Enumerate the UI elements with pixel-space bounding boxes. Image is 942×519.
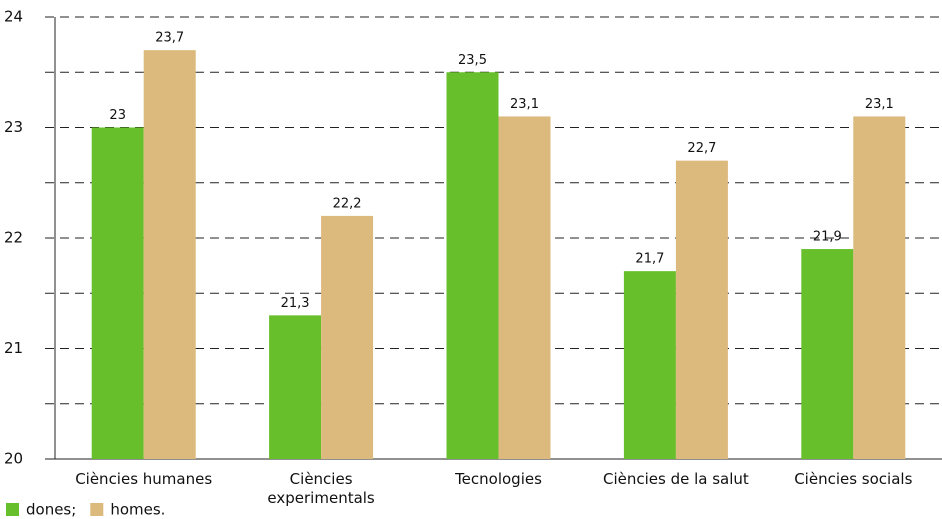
bar — [143, 50, 196, 460]
value-label: 21,9 — [813, 230, 842, 245]
value-label: 23,5 — [458, 53, 487, 68]
value-label: 22,2 — [333, 196, 362, 211]
bar — [801, 249, 854, 459]
value-label: 22,7 — [687, 141, 716, 156]
value-label: 21,7 — [635, 252, 664, 267]
bar — [446, 72, 499, 459]
x-tick-label: Ciències humanes — [75, 470, 213, 488]
value-label: 23,7 — [155, 31, 184, 46]
bar — [853, 116, 906, 459]
value-label: 23,1 — [865, 97, 894, 112]
y-tick-label: 22 — [4, 229, 23, 247]
bar — [623, 271, 676, 459]
legend-swatch — [90, 503, 104, 516]
x-tick-label: Ciències experimentals — [267, 470, 375, 507]
bar — [675, 160, 728, 459]
value-label: 23 — [109, 108, 126, 123]
y-tick-label: 24 — [4, 8, 23, 26]
bar — [321, 215, 374, 459]
bar — [498, 116, 551, 459]
legend-label: homes. — [110, 501, 165, 519]
y-tick-label: 21 — [4, 339, 23, 357]
y-tick-label: 23 — [4, 118, 23, 136]
bar — [91, 127, 144, 459]
x-tick-label: Ciències socials — [794, 470, 913, 488]
legend-swatch — [6, 503, 19, 516]
y-tick-label: 20 — [4, 450, 23, 468]
bar — [269, 315, 322, 459]
legend-label: dones; — [26, 501, 76, 519]
value-label: 23,1 — [510, 97, 539, 112]
x-tick-label: Ciències de la salut — [602, 470, 749, 488]
value-label: 21,3 — [281, 296, 310, 311]
x-tick-label: Tecnologies — [455, 470, 542, 488]
